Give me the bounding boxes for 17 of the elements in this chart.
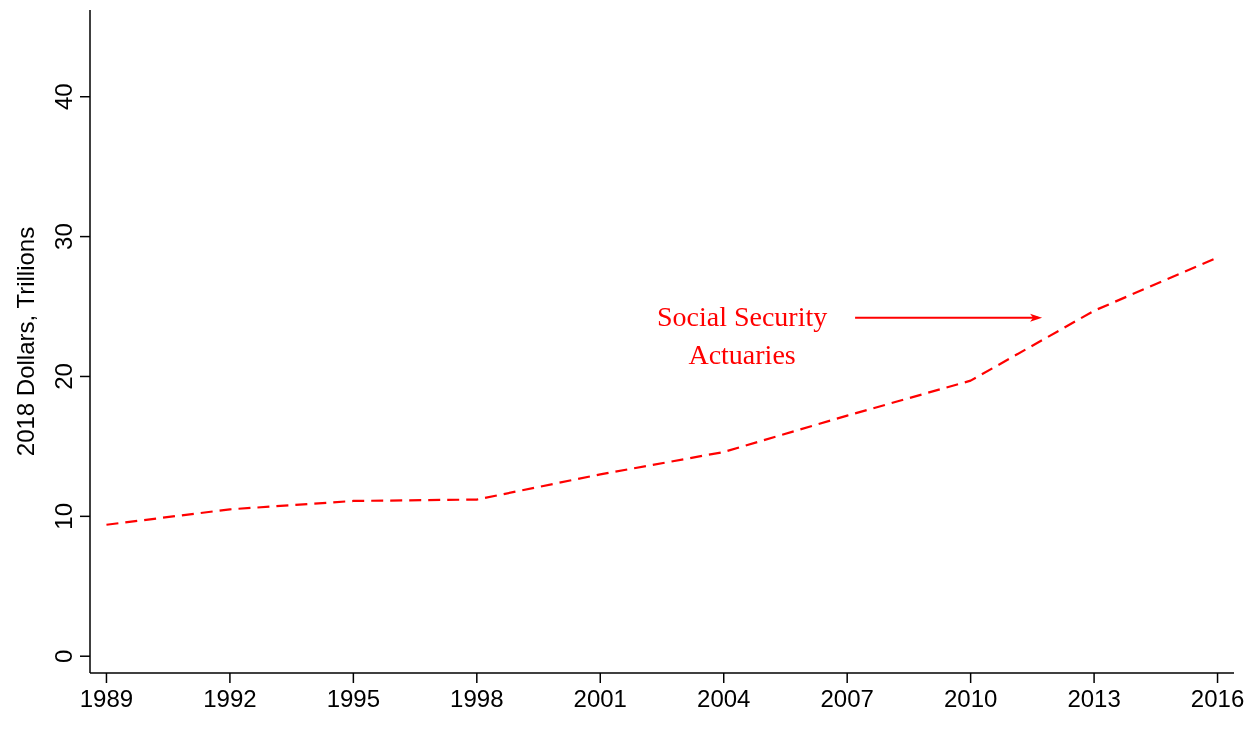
- y-tick-label: 30: [50, 223, 77, 250]
- x-tick-label: 1992: [203, 685, 257, 712]
- x-tick-label: 2001: [573, 685, 627, 712]
- x-tick-label: 2016: [1190, 685, 1245, 712]
- series-label: Social Security Actuaries: [656, 300, 828, 370]
- y-tick-label: 20: [50, 363, 77, 390]
- y-tick-label: 40: [50, 83, 77, 111]
- y-tick-label: 10: [50, 502, 77, 530]
- x-tick-label: 2004: [697, 685, 751, 712]
- x-tick-label: 1989: [79, 685, 134, 712]
- x-tick-label: 1998: [450, 685, 504, 712]
- x-tick-label: 2013: [1067, 685, 1121, 712]
- y-axis-title: 2018 Dollars, Trillions: [12, 226, 39, 457]
- x-tick-label: 2010: [943, 685, 998, 712]
- x-tick-label: 1995: [326, 685, 381, 712]
- y-tick-label: 0: [50, 649, 77, 663]
- x-tick-label: 2007: [820, 685, 874, 712]
